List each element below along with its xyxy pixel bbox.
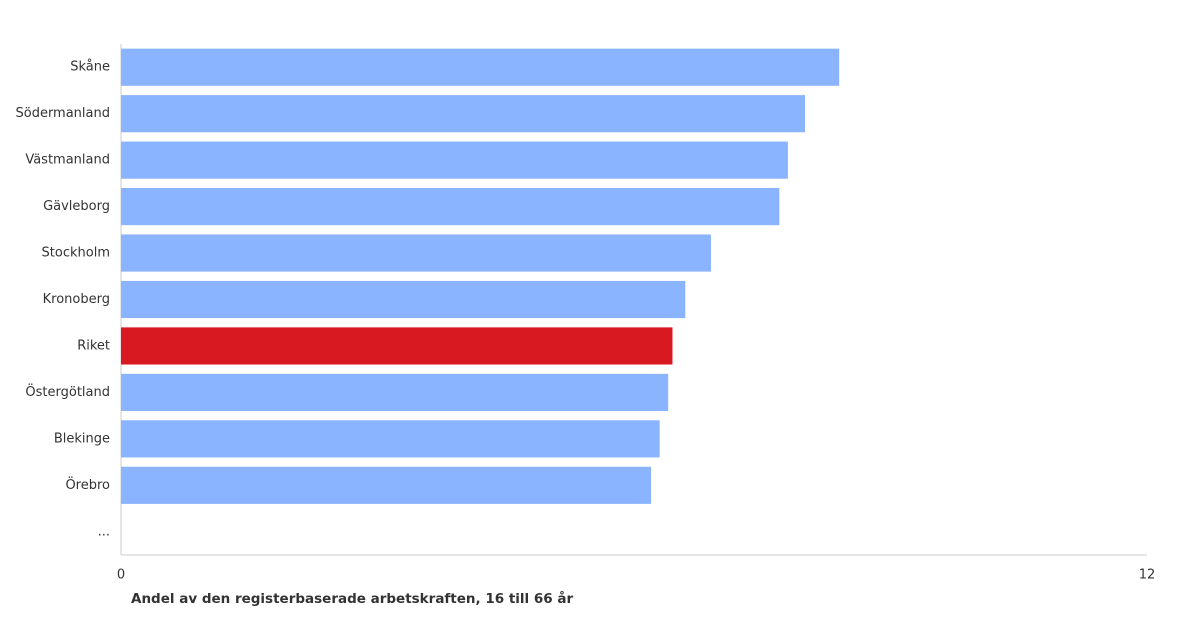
y-tick-label: Örebro bbox=[65, 476, 110, 493]
x-tick-label: 12 bbox=[1139, 568, 1156, 583]
bar bbox=[121, 95, 805, 133]
y-tick-label: Stockholm bbox=[42, 246, 110, 261]
bar bbox=[121, 280, 686, 319]
bar bbox=[121, 420, 660, 458]
y-tick-label: Södermanland bbox=[15, 106, 110, 121]
bar bbox=[121, 141, 788, 179]
y-tick-label: Riket bbox=[77, 338, 110, 353]
x-tick-label: 0 bbox=[117, 568, 125, 583]
bar bbox=[121, 188, 780, 226]
y-tick-label: Östergötland bbox=[25, 383, 110, 400]
y-tick-label: Skåne bbox=[70, 60, 110, 75]
y-tick-label: ... bbox=[98, 524, 110, 539]
bar bbox=[121, 466, 652, 504]
bar bbox=[121, 48, 840, 86]
bar bbox=[121, 327, 673, 365]
y-tick-label: Gävleborg bbox=[43, 199, 110, 214]
y-tick-label: Västmanland bbox=[25, 153, 110, 168]
y-tick-label: Blekinge bbox=[54, 431, 110, 446]
y-tick-label: Kronoberg bbox=[43, 292, 110, 307]
bar bbox=[121, 373, 669, 411]
x-axis-title: Andel av den registerbaserade arbetskraf… bbox=[131, 590, 573, 607]
bar bbox=[121, 234, 711, 272]
